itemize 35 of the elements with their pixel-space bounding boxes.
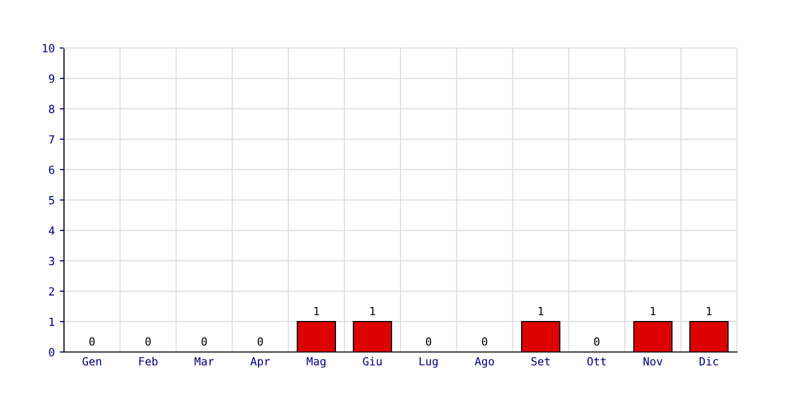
- data-label: 0: [146, 337, 151, 346]
- x-tick-label: Dic: [700, 356, 718, 366]
- data-label: 0: [258, 337, 263, 346]
- y-tick-label: 9: [48, 74, 54, 83]
- data-label: 0: [202, 337, 207, 346]
- x-tick-label: Ago: [474, 357, 494, 368]
- data-label: 1: [314, 307, 319, 316]
- y-tick-label: 5: [49, 196, 54, 204]
- x-tick-label: Ott: [587, 357, 606, 366]
- x-tick-label: Giu: [362, 356, 382, 366]
- x-tick-label: Mar: [194, 357, 214, 366]
- x-tick-label: Feb: [139, 356, 158, 366]
- data-label: 0: [89, 337, 95, 346]
- y-tick-label: 7: [49, 135, 54, 144]
- y-tick-label: 10: [42, 44, 54, 52]
- x-tick-label: Mag: [306, 357, 326, 368]
- data-label: 0: [426, 337, 432, 346]
- x-tick-label: Nov: [644, 357, 662, 366]
- y-tick-label: 4: [48, 226, 54, 235]
- data-label: 0: [482, 337, 488, 346]
- data-label: 1: [370, 307, 376, 316]
- data-label: 1: [650, 307, 656, 316]
- x-tick-label: Gen: [82, 357, 102, 366]
- y-tick-label: 3: [49, 256, 54, 266]
- data-label: 0: [594, 337, 600, 346]
- y-tick-label: 8: [48, 104, 54, 114]
- y-tick-label: 0: [49, 348, 54, 356]
- y-tick-label: 1: [50, 318, 54, 326]
- x-tick-label: Apr: [250, 357, 270, 368]
- x-tick-label: Set: [531, 357, 550, 366]
- x-tick-label: Lug: [420, 357, 438, 368]
- y-tick-label: 2: [49, 287, 54, 296]
- data-label: 1: [538, 307, 544, 316]
- y-tick-label: 6: [49, 166, 54, 174]
- data-label: 1: [706, 307, 712, 316]
